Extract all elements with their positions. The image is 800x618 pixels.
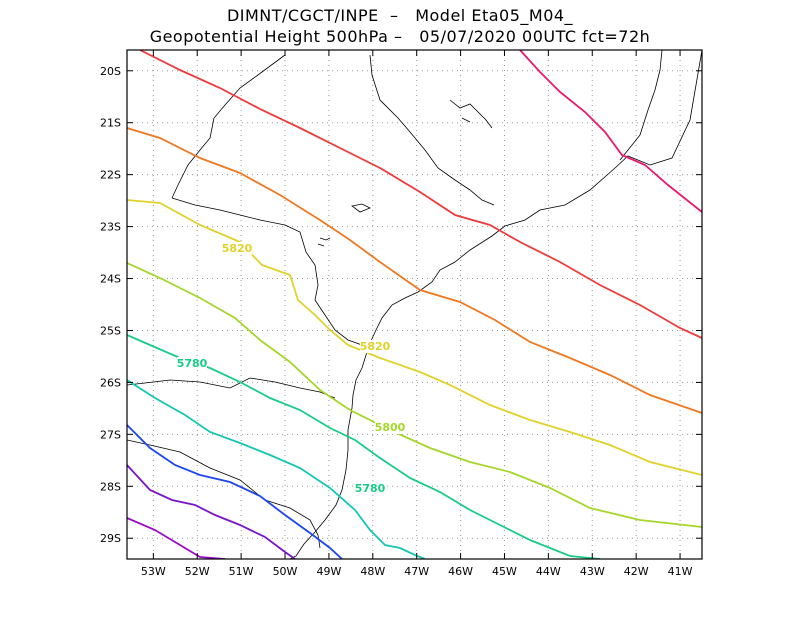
lat-tick-label: 26S: [100, 376, 121, 389]
lon-tick-label: 47W: [404, 565, 429, 578]
map-title-line2: Geopotential Height 500hPa – 05/07/2020 …: [149, 27, 651, 46]
coastline-borders: [127, 50, 702, 559]
contour-line: [127, 127, 702, 414]
contour-line: [127, 379, 426, 559]
axis-tick-labels: 20S 21S 22S 23S 24S 25S 26S 27S 28S 29S 53W 52W 51W 5…: [100, 65, 693, 578]
contour-label-bg: [222, 242, 252, 255]
lon-tick-label: 53W: [141, 565, 166, 578]
lon-tick-label: 48W: [360, 565, 385, 578]
lat-tick-label: 20S: [100, 65, 121, 78]
contour-label: 5820: [360, 340, 391, 353]
contour-label-bg: [177, 357, 207, 370]
contour-label: 5780: [355, 482, 386, 495]
contour-line: [139, 50, 702, 339]
lon-tick-label: 50W: [273, 565, 298, 578]
lat-tick-label: 29S: [100, 532, 121, 545]
contour-line: [127, 262, 702, 528]
lat-tick-label: 21S: [100, 117, 121, 130]
lat-tick-label: 22S: [100, 169, 121, 182]
lon-tick-label: 52W: [185, 565, 210, 578]
map-title-line1: DIMNT/CGCT/INPE – Model Eta05_M04_: [226, 6, 574, 25]
contour-label: 5780: [177, 357, 208, 370]
lon-tick-label: 51W: [229, 565, 254, 578]
contour-line: [519, 50, 702, 213]
contour-line: [127, 424, 343, 559]
state-border-rj-es: [619, 50, 663, 161]
contour-line: [127, 464, 296, 559]
island-1: [351, 203, 371, 213]
lat-tick-label: 23S: [100, 221, 121, 234]
graticule: [127, 50, 702, 559]
contour-label-bg: [360, 340, 390, 353]
contour-label-bg: [355, 482, 385, 495]
lon-tick-label: 45W: [492, 565, 517, 578]
state-border-sp-pr: [171, 197, 363, 346]
axis-ticks: [127, 50, 702, 559]
map-frame: [126, 49, 703, 560]
lon-tick-label: 41W: [668, 565, 693, 578]
state-border-mg-rj: [369, 54, 495, 206]
state-border-sc-rs: [127, 439, 321, 549]
reservoir-2: [317, 237, 331, 247]
contour-label: 5820: [222, 242, 253, 255]
contours: [127, 50, 702, 559]
lon-tick-label: 42W: [624, 565, 649, 578]
reservoir-1: [449, 99, 493, 129]
coastline: [289, 50, 702, 559]
lat-tick-label: 28S: [100, 480, 121, 493]
contour-line: [127, 517, 226, 559]
lat-tick-label: 24S: [100, 273, 121, 286]
lon-tick-label: 44W: [536, 565, 561, 578]
contour-labels: 5820 5820 5800 5780 5780: [177, 242, 406, 495]
lon-tick-label: 49W: [316, 565, 341, 578]
lat-tick-label: 27S: [100, 428, 121, 441]
state-border-mg-sp: [171, 54, 286, 199]
contour-label-bg: [375, 421, 405, 434]
contour-label: 5800: [375, 421, 406, 434]
lat-tick-label: 25S: [100, 324, 121, 337]
lon-tick-label: 46W: [448, 565, 473, 578]
lon-tick-label: 43W: [580, 565, 605, 578]
state-border-pr-sc: [127, 377, 336, 399]
